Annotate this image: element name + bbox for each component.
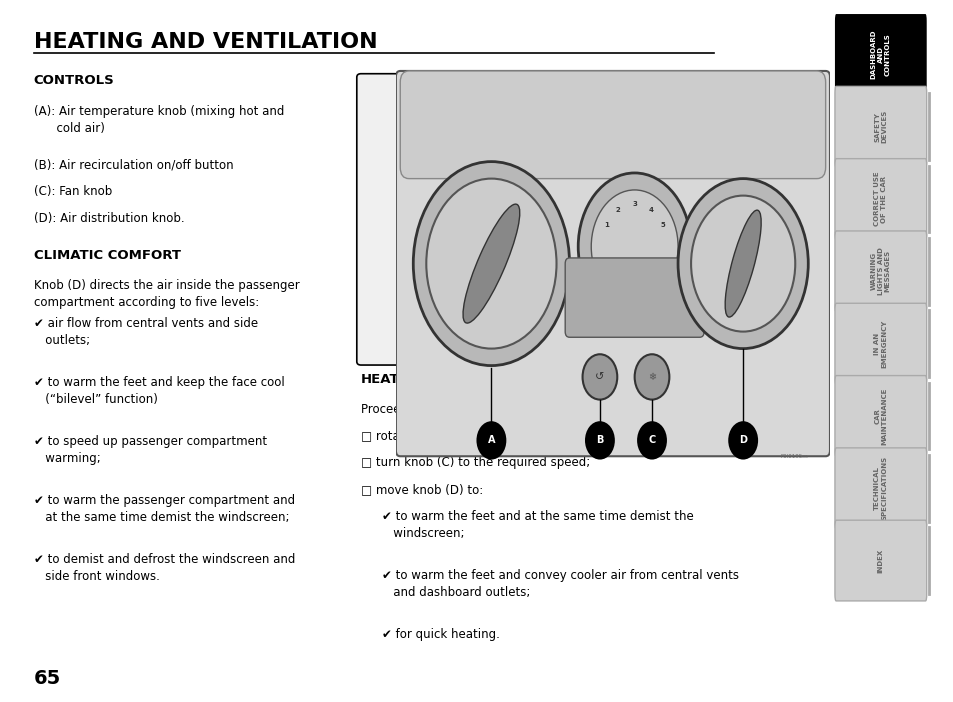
Circle shape [690, 196, 795, 331]
FancyBboxPatch shape [395, 71, 829, 456]
Circle shape [426, 178, 556, 349]
Circle shape [634, 355, 669, 399]
FancyBboxPatch shape [834, 376, 925, 456]
Text: (A): Air temperature knob (mixing hot and
      cold air): (A): Air temperature knob (mixing hot an… [33, 105, 284, 135]
Circle shape [591, 190, 678, 303]
Text: D: D [739, 435, 746, 445]
FancyBboxPatch shape [834, 448, 925, 529]
Text: DASHBOARD
AND
CONTROLS: DASHBOARD AND CONTROLS [870, 29, 890, 79]
Text: (B): Air recirculation on/off button: (B): Air recirculation on/off button [33, 159, 233, 172]
Text: ✔ air flow from central vents and side
   outlets;: ✔ air flow from central vents and side o… [33, 317, 257, 347]
Text: INDEX: INDEX [877, 548, 882, 573]
Circle shape [728, 422, 757, 458]
Text: ✔ to warm the feet and keep the face cool
   (“bilevel” function): ✔ to warm the feet and keep the face coo… [33, 376, 284, 406]
FancyBboxPatch shape [834, 303, 925, 384]
FancyBboxPatch shape [834, 86, 925, 167]
Text: HEATING AND VENTILATION: HEATING AND VENTILATION [33, 32, 376, 51]
Text: 1: 1 [603, 223, 608, 228]
Text: TECHNICAL
SPECIFICATIONS: TECHNICAL SPECIFICATIONS [873, 456, 886, 520]
Text: Knob (D) directs the air inside the passenger
compartment according to five leve: Knob (D) directs the air inside the pass… [33, 279, 299, 309]
Text: 5: 5 [659, 223, 664, 228]
Circle shape [413, 161, 569, 366]
Circle shape [678, 178, 807, 349]
Text: IN AN
EMERGENCY: IN AN EMERGENCY [873, 319, 886, 368]
Text: C: C [648, 435, 655, 445]
Text: ✔ to warm the feet and at the same time demist the
   windscreen;: ✔ to warm the feet and at the same time … [381, 510, 693, 540]
Circle shape [585, 422, 613, 458]
Text: ❄: ❄ [647, 372, 656, 382]
Text: □ move knob (D) to:: □ move knob (D) to: [360, 483, 483, 496]
Text: (C): Fan knob: (C): Fan knob [33, 185, 112, 199]
Text: CAR
MAINTENANCE: CAR MAINTENANCE [873, 388, 886, 444]
Text: 65: 65 [33, 669, 61, 688]
Circle shape [638, 422, 665, 458]
Text: F0I0195m: F0I0195m [780, 454, 807, 459]
FancyBboxPatch shape [834, 14, 925, 95]
FancyBboxPatch shape [356, 74, 734, 365]
Circle shape [578, 173, 690, 320]
Text: A: A [487, 435, 495, 445]
Text: □ turn knob (C) to the required speed;: □ turn knob (C) to the required speed; [360, 456, 590, 470]
Text: ✔ to warm the passenger compartment and
   at the same time demist the windscree: ✔ to warm the passenger compartment and … [33, 494, 294, 524]
Ellipse shape [724, 210, 760, 317]
FancyBboxPatch shape [834, 159, 925, 239]
Text: HEATING: HEATING [360, 373, 426, 387]
FancyBboxPatch shape [834, 520, 925, 601]
Text: ✔ to demist and defrost the windscreen and
   side front windows.: ✔ to demist and defrost the windscreen a… [33, 553, 294, 583]
Text: Proceed as follows:: Proceed as follows: [360, 403, 474, 416]
Text: □ rotate knob (A) (pointer on ⓞ) completely to the right;: □ rotate knob (A) (pointer on ⓞ) complet… [360, 430, 694, 443]
Text: CORRECT USE
OF THE CAR: CORRECT USE OF THE CAR [873, 172, 886, 226]
Text: CLIMATIC COMFORT: CLIMATIC COMFORT [33, 249, 180, 263]
Text: 2: 2 [616, 207, 620, 213]
Text: ✔ to warm the feet and convey cooler air from central vents
   and dashboard out: ✔ to warm the feet and convey cooler air… [381, 569, 739, 599]
FancyBboxPatch shape [834, 231, 925, 312]
Circle shape [477, 422, 505, 458]
Text: ✔ for quick heating.: ✔ for quick heating. [381, 628, 499, 641]
Text: B: B [596, 435, 603, 445]
FancyBboxPatch shape [564, 258, 703, 337]
Text: ✔ to speed up passenger compartment
   warming;: ✔ to speed up passenger compartment warm… [33, 435, 267, 465]
Text: SAFETY
DEVICES: SAFETY DEVICES [873, 110, 886, 143]
FancyBboxPatch shape [400, 71, 824, 178]
Text: ↺: ↺ [595, 372, 604, 382]
Text: 4: 4 [648, 207, 653, 213]
Text: (D): Air distribution knob.: (D): Air distribution knob. [33, 212, 184, 225]
Ellipse shape [462, 204, 519, 323]
Circle shape [582, 355, 617, 399]
Text: 3: 3 [632, 201, 637, 207]
Text: CONTROLS: CONTROLS [33, 74, 114, 87]
Text: WARNING
LIGHTS AND
MESSAGES: WARNING LIGHTS AND MESSAGES [870, 247, 890, 296]
